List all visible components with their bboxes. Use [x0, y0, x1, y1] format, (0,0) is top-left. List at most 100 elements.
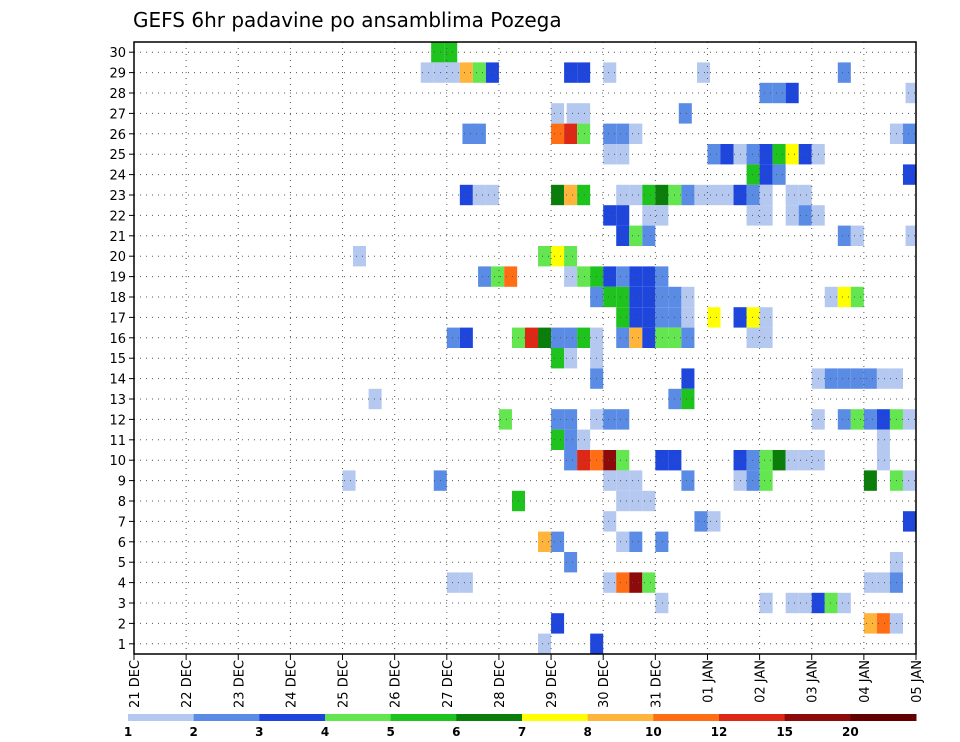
- heatmap-cells: [342, 42, 916, 654]
- heatmap-cell: [642, 286, 656, 308]
- colorbar-label: 20: [842, 725, 859, 739]
- heatmap-cell: [902, 470, 916, 491]
- heatmap-cell: [459, 62, 473, 83]
- heatmap-cell: [678, 103, 692, 124]
- colorbar-swatch: [193, 714, 260, 721]
- y-tick-label: 9: [118, 475, 126, 490]
- colorbar-swatch: [325, 714, 392, 721]
- heatmap-cell: [564, 246, 578, 267]
- colorbar: 1 2 3 4 5 6 7 8 10 12 15 20: [124, 714, 917, 739]
- heatmap-cell: [681, 470, 695, 491]
- heatmap-cell: [472, 62, 486, 83]
- heatmap-cell: [603, 286, 617, 308]
- y-tick-label: 15: [109, 352, 126, 367]
- heatmap-cell: [785, 144, 799, 165]
- x-tick-label: 03 JAN: [806, 660, 821, 703]
- x-tick-label: 31 DEC: [649, 660, 664, 708]
- heatmap-cell: [759, 164, 773, 185]
- heatmap-cell: [603, 409, 617, 430]
- heatmap-cell: [616, 205, 630, 226]
- heatmap-cell: [863, 368, 877, 389]
- heatmap-cell: [642, 490, 656, 512]
- heatmap-cell: [759, 144, 773, 165]
- heatmap-cell: [485, 184, 499, 206]
- heatmap-cell: [616, 225, 630, 246]
- heatmap-cell: [681, 368, 695, 389]
- x-axis: 21 DEC 22 DEC 23 DEC 24 DEC 25 DEC 26 DEC 27 D…: [128, 654, 925, 708]
- colorbar-swatch: [456, 714, 523, 721]
- heatmap-cell: [759, 205, 773, 226]
- x-tick-label: 30 DEC: [597, 660, 612, 708]
- y-tick-label: 27: [109, 107, 126, 122]
- heatmap-cell: [837, 592, 851, 614]
- heatmap-cell: [629, 286, 643, 308]
- colorbar-swatch: [719, 714, 786, 721]
- heatmap-cell: [759, 184, 773, 206]
- colorbar-label: 15: [776, 725, 793, 739]
- heatmap-cell: [577, 429, 591, 450]
- heatmap-cell: [629, 307, 643, 328]
- heatmap-cell: [902, 511, 916, 532]
- heatmap-cell: [863, 613, 877, 634]
- heatmap-cell: [342, 470, 356, 491]
- heatmap-cell: [746, 327, 760, 348]
- x-tick-label: 29 DEC: [545, 660, 560, 708]
- heatmap-cell: [603, 511, 617, 532]
- heatmap-cell: [577, 184, 591, 206]
- heatmap-cell: [577, 266, 591, 287]
- colorbar-label: 2: [189, 725, 197, 739]
- y-tick-label: 7: [118, 515, 126, 530]
- y-tick-label: 5: [118, 556, 126, 571]
- heatmap-cell: [681, 307, 695, 328]
- heatmap-cell: [616, 123, 630, 144]
- heatmap-cell: [824, 368, 838, 389]
- y-tick-label: 1: [118, 638, 126, 653]
- colorbar-swatch: [522, 714, 589, 721]
- heatmap-cell: [564, 348, 578, 369]
- heatmap-cell: [504, 266, 518, 287]
- heatmap-cell: [642, 327, 656, 348]
- heatmap-cell: [603, 123, 617, 144]
- heatmap-cell: [603, 572, 617, 593]
- heatmap-cell: [551, 409, 565, 430]
- heatmap-cell: [538, 531, 552, 552]
- heatmap-cell: [707, 511, 721, 532]
- heatmap-cell: [642, 266, 656, 287]
- heatmap-cell: [577, 327, 591, 348]
- heatmap-cell: [478, 266, 492, 287]
- heatmap-cell: [616, 266, 630, 287]
- heatmap-cell: [824, 592, 838, 614]
- colorbar-swatch: [390, 714, 457, 721]
- heatmap-cell: [551, 123, 565, 144]
- y-tick-label: 21: [109, 230, 126, 245]
- colorbar-label: 1: [124, 725, 132, 739]
- heatmap-cell: [876, 572, 890, 593]
- heatmap-cell: [824, 286, 838, 308]
- heatmap-cell: [538, 246, 552, 267]
- heatmap-cell: [629, 327, 643, 348]
- heatmap-cell: [564, 450, 578, 471]
- heatmap-cell: [798, 184, 812, 206]
- heatmap-cell: [616, 450, 630, 471]
- y-tick-label: 18: [109, 291, 126, 306]
- y-tick-label: 8: [118, 495, 126, 510]
- heatmap-cell: [577, 103, 591, 124]
- heatmap-cell: [446, 572, 460, 593]
- heatmap-cell: [564, 409, 578, 430]
- colorbar-label: 4: [321, 725, 329, 739]
- colorbar-swatch: [653, 714, 720, 721]
- heatmap-cell: [798, 450, 812, 471]
- heatmap-cell: [564, 266, 578, 287]
- heatmap-cell: [564, 123, 578, 144]
- heatmap-cell: [655, 266, 669, 287]
- x-tick-label: 05 JAN: [910, 660, 925, 703]
- heatmap-cell: [876, 368, 890, 389]
- heatmap-cell: [577, 123, 591, 144]
- heatmap-cell: [642, 225, 656, 246]
- heatmap-cell: [446, 62, 460, 83]
- heatmap-cell: [566, 103, 580, 124]
- heatmap-cell: [616, 572, 630, 593]
- heatmap-cell: [681, 327, 695, 348]
- x-tick-label: 24 DEC: [284, 660, 299, 708]
